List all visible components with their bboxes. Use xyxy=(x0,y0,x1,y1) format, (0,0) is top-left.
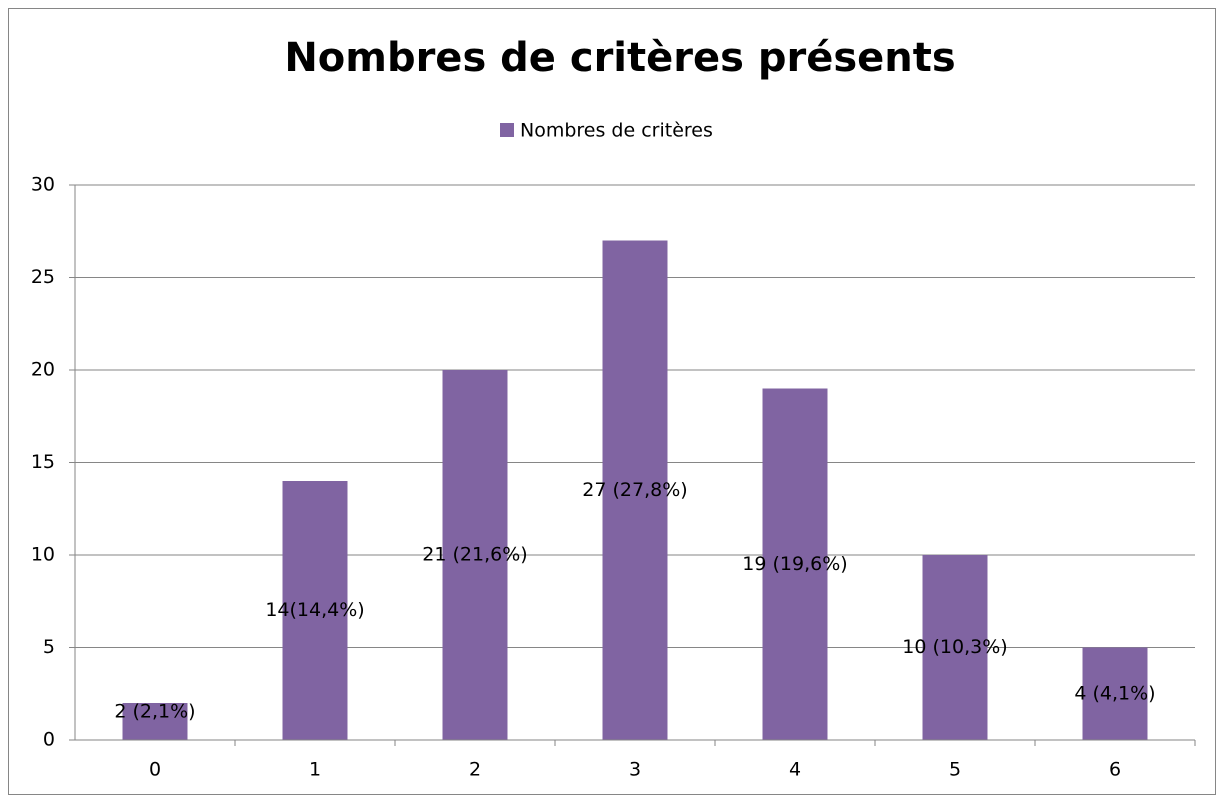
x-tick-label: 2 xyxy=(469,759,481,781)
y-tick-label: 15 xyxy=(31,451,55,473)
data-label: 19 (19,6%) xyxy=(742,553,847,575)
x-tick-label: 0 xyxy=(149,759,161,781)
data-label: 4 (4,1%) xyxy=(1074,682,1155,704)
data-label: 27 (27,8%) xyxy=(582,479,687,501)
y-tick-label: 0 xyxy=(43,729,55,751)
legend-label: Nombres de critères xyxy=(520,120,713,142)
data-label: 21 (21,6%) xyxy=(422,544,527,566)
x-tick-label: 4 xyxy=(789,759,801,781)
y-tick-label: 25 xyxy=(31,266,55,288)
chart-title: Nombres de critères présents xyxy=(284,35,955,81)
legend-swatch xyxy=(500,123,514,137)
x-tick-label: 5 xyxy=(949,759,961,781)
bar xyxy=(442,370,508,740)
data-label: 10 (10,3%) xyxy=(902,636,1007,658)
y-tick-label: 30 xyxy=(31,174,55,196)
bar xyxy=(282,481,348,740)
y-tick-label: 10 xyxy=(31,544,55,566)
y-tick-label: 20 xyxy=(31,359,55,381)
x-tick-label: 1 xyxy=(309,759,321,781)
bar xyxy=(762,388,828,740)
bar xyxy=(1082,647,1148,740)
bar xyxy=(922,555,988,740)
data-label: 2 (2,1%) xyxy=(114,701,195,723)
y-tick-label: 5 xyxy=(43,636,55,658)
data-label: 14(14,4%) xyxy=(265,599,364,621)
bar xyxy=(122,703,188,740)
x-tick-label: 6 xyxy=(1109,759,1121,781)
x-tick-label: 3 xyxy=(629,759,641,781)
bar xyxy=(602,240,668,740)
